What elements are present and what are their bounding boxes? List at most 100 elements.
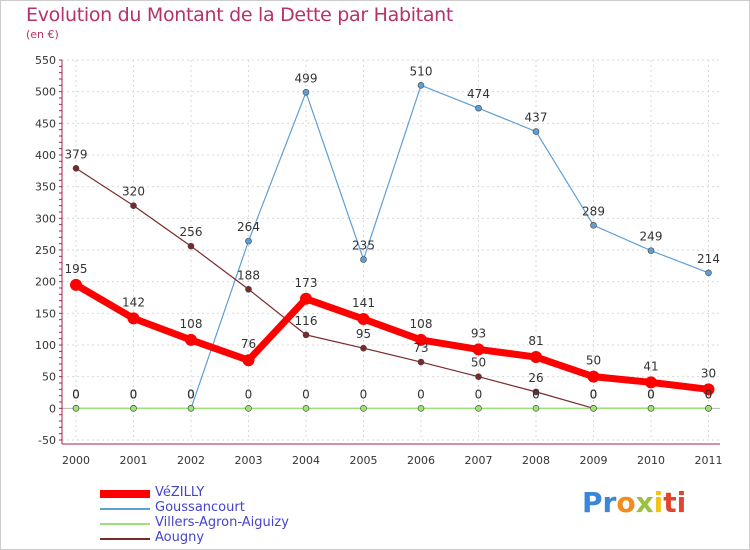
data-point-goussancourt [590, 222, 597, 229]
legend-label-goussancourt: Goussancourt [155, 500, 245, 515]
data-point-goussancourt [532, 128, 540, 135]
data-label-aougny: 26 [528, 371, 543, 385]
data-label-goussancourt: 474 [467, 87, 490, 101]
legend-swatch-aougny [100, 538, 150, 540]
data-label-goussancourt: 0 [187, 387, 195, 401]
data-point-aougny [360, 344, 367, 352]
data-label-goussancourt: 510 [410, 64, 433, 78]
data-point-villers [647, 405, 655, 412]
data-label-aougny: 50 [471, 356, 486, 370]
legend-swatch-villers [100, 523, 150, 525]
data-label-villers: 0 [72, 387, 80, 401]
data-point-aougny [302, 331, 310, 339]
data-label-villers: 0 [130, 387, 138, 401]
series-line-vezilly [74, 281, 709, 393]
x-tick-label: 2009 [580, 454, 608, 467]
legend-swatch-vezilly [100, 490, 150, 498]
legend-label-vezilly: VéZILLY [155, 485, 205, 500]
y-tick-label: 500 [35, 86, 56, 99]
data-label-aougny: 0 [590, 387, 598, 401]
chart-title: Evolution du Montant de la Dette par Hab… [26, 4, 454, 26]
data-label-villers: 0 [647, 387, 655, 401]
x-tick-label: 2010 [637, 454, 665, 467]
data-point-vezilly [415, 333, 427, 346]
series-line-goussancourt [76, 84, 709, 409]
y-tick-label: 200 [35, 276, 56, 289]
y-tick-label: 550 [35, 54, 56, 67]
data-point-vezilly [127, 312, 140, 325]
data-point-goussancourt [302, 89, 310, 96]
data-label-villers: 0 [302, 387, 310, 401]
data-label-villers: 0 [532, 387, 540, 401]
data-label-aougny: 256 [180, 225, 203, 239]
logo-part: ti [663, 486, 687, 519]
x-tick-label: 2003 [235, 454, 263, 467]
data-point-goussancourt [475, 104, 482, 112]
data-point-vezilly [300, 292, 312, 305]
proxiti-logo: Proxiti [582, 486, 686, 519]
x-tick-label: 2002 [177, 454, 205, 467]
logo-part: Pr [582, 486, 617, 519]
data-label-vezilly: 76 [241, 337, 256, 351]
data-label-goussancourt: 0 [130, 387, 138, 401]
legend-swatch-goussancourt [100, 508, 150, 510]
x-tick-label: 2001 [120, 454, 148, 467]
data-point-villers [417, 405, 425, 412]
data-label-aougny: 0 [705, 387, 713, 401]
data-label-villers: 0 [590, 387, 598, 401]
data-point-villers [590, 405, 597, 412]
data-label-aougny: 379 [65, 147, 88, 161]
data-point-aougny [417, 358, 425, 366]
data-label-aougny: 95 [356, 327, 371, 341]
data-label-villers: 0 [705, 387, 713, 401]
y-tick-label: 450 [35, 117, 56, 130]
data-point-vezilly [242, 354, 255, 367]
data-point-goussancourt [245, 237, 252, 245]
data-point-villers [72, 405, 80, 412]
legend-label-aougny: Aougny [155, 530, 205, 545]
logo-part: o [616, 486, 636, 519]
data-label-aougny: 320 [122, 185, 145, 199]
data-label-goussancourt: 214 [697, 252, 720, 266]
data-label-vezilly: 141 [352, 296, 375, 310]
x-tick-label: 2000 [62, 454, 90, 467]
data-point-villers [475, 405, 482, 412]
data-label-vezilly: 173 [295, 276, 318, 290]
data-point-villers [360, 405, 367, 412]
data-point-villers [532, 405, 540, 412]
x-tick-label: 2011 [695, 454, 723, 467]
data-point-goussancourt [647, 247, 655, 254]
data-label-aougny: 73 [413, 341, 428, 355]
data-label-aougny: 188 [237, 268, 260, 282]
x-tick-label: 2007 [465, 454, 493, 467]
data-label-goussancourt: 499 [295, 71, 318, 85]
data-point-vezilly [530, 351, 542, 364]
data-label-goussancourt: 289 [582, 204, 605, 218]
data-label-vezilly: 30 [701, 366, 716, 380]
data-point-aougny [72, 165, 80, 172]
logo-part: i [653, 486, 664, 519]
data-label-goussancourt: 437 [525, 111, 548, 125]
y-tick-label: 300 [35, 212, 56, 225]
x-tick-label: 2006 [407, 454, 435, 467]
data-point-vezilly [357, 313, 370, 326]
y-tick-label: 50 [42, 371, 56, 384]
data-point-villers [187, 405, 195, 412]
data-point-villers [705, 405, 712, 412]
data-label-villers: 0 [187, 387, 195, 401]
data-point-vezilly [587, 370, 600, 383]
y-tick-label: 250 [35, 244, 56, 257]
y-tick-label: -50 [38, 434, 56, 447]
legend-label-villers: Villers-Agron-Aiguizy [155, 515, 289, 530]
data-label-vezilly: 142 [122, 295, 145, 309]
data-label-vezilly: 108 [180, 317, 203, 331]
chart-subtitle: (en €) [26, 28, 59, 41]
data-label-goussancourt: 264 [237, 220, 260, 234]
series-line-aougny [75, 167, 709, 409]
data-point-villers [130, 405, 137, 412]
data-label-goussancourt: 0 [72, 387, 80, 401]
x-tick-label: 2008 [522, 454, 550, 467]
data-point-vezilly [185, 333, 197, 346]
